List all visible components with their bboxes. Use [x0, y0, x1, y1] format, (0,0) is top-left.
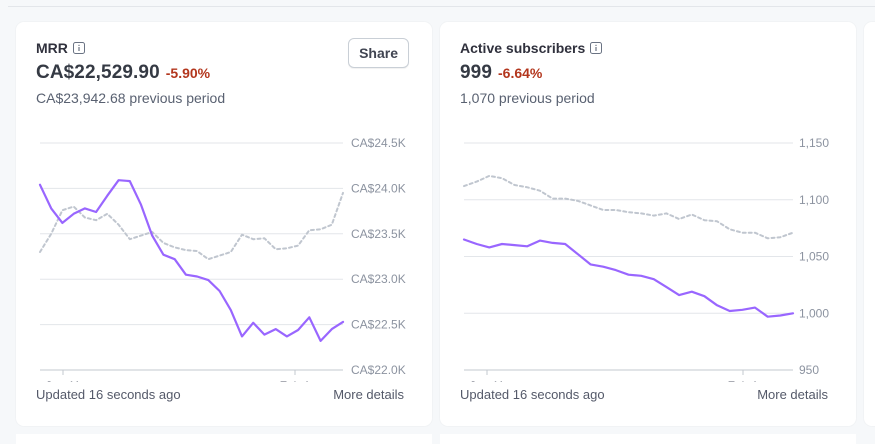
y-tick-label: CA$23.5K: [351, 227, 406, 241]
current-period-line: [462, 238, 795, 318]
next-row-card-edge: [16, 434, 432, 444]
subs-delta: -6.64%: [498, 65, 543, 81]
y-tick-label: CA$24.0K: [351, 181, 406, 195]
x-tick-label: Jan 11: [45, 379, 80, 382]
current-period-line: [38, 179, 345, 342]
previous-period-line: [463, 174, 794, 240]
subs-title-row: Active subscribers: [460, 40, 603, 56]
y-tick-label: 1,000: [799, 306, 829, 320]
y-tick-label: 1,050: [799, 250, 829, 264]
x-tick-label: Feb 1: [728, 379, 759, 382]
y-tick-label: 1,150: [799, 136, 829, 150]
subs-value: 999: [460, 62, 493, 83]
mrr-card: MRR CA$22,529.90 -5.90% CA$23,942.68 pre…: [16, 22, 432, 426]
x-tick-label: Jan 11: [469, 379, 504, 382]
previous-period-line: [39, 191, 344, 261]
subs-title: Active subscribers: [460, 40, 586, 56]
subscribers-chart[interactable]: 1,150 1,100 1,050 1,000 950 Jan 11 Feb 1: [440, 102, 856, 382]
mrr-updated: Updated 16 seconds ago: [36, 387, 181, 402]
y-tick-label: CA$22.5K: [351, 318, 406, 332]
mrr-previous: CA$23,942.68 previous period: [36, 90, 226, 106]
y-tick-label: CA$22.0K: [351, 363, 406, 377]
info-icon[interactable]: [72, 42, 85, 54]
top-divider: [8, 6, 875, 7]
y-tick-label: CA$24.5K: [351, 136, 406, 150]
subs-more-details-link[interactable]: More details: [757, 387, 828, 402]
share-button[interactable]: Share: [348, 38, 409, 68]
mrr-delta: -5.90%: [165, 65, 211, 81]
mrr-value: CA$22,529.90: [36, 62, 160, 83]
mrr-title: MRR: [36, 40, 68, 56]
mrr-value-row: CA$22,529.90 -5.90%: [36, 62, 210, 84]
partial-card: [864, 22, 875, 426]
mrr-title-row: MRR: [36, 40, 85, 56]
subs-updated: Updated 16 seconds ago: [460, 387, 605, 402]
mrr-more-details-link[interactable]: More details: [333, 387, 404, 402]
mrr-chart[interactable]: CA$24.5K CA$24.0K CA$23.5K CA$23.0K CA$22.5K…: [16, 102, 432, 382]
y-tick-label: 950: [799, 363, 819, 377]
info-icon[interactable]: [590, 42, 603, 54]
y-tick-label: CA$23.0K: [351, 272, 406, 286]
next-row-card-edge: [440, 434, 856, 444]
x-tick-label: Feb 1: [280, 379, 311, 382]
active-subscribers-card: Active subscribers 999 -6.64% 1,070 prev…: [440, 22, 856, 426]
y-tick-label: 1,100: [799, 193, 829, 207]
subs-previous: 1,070 previous period: [460, 90, 595, 106]
subs-value-row: 999 -6.64%: [460, 62, 542, 84]
